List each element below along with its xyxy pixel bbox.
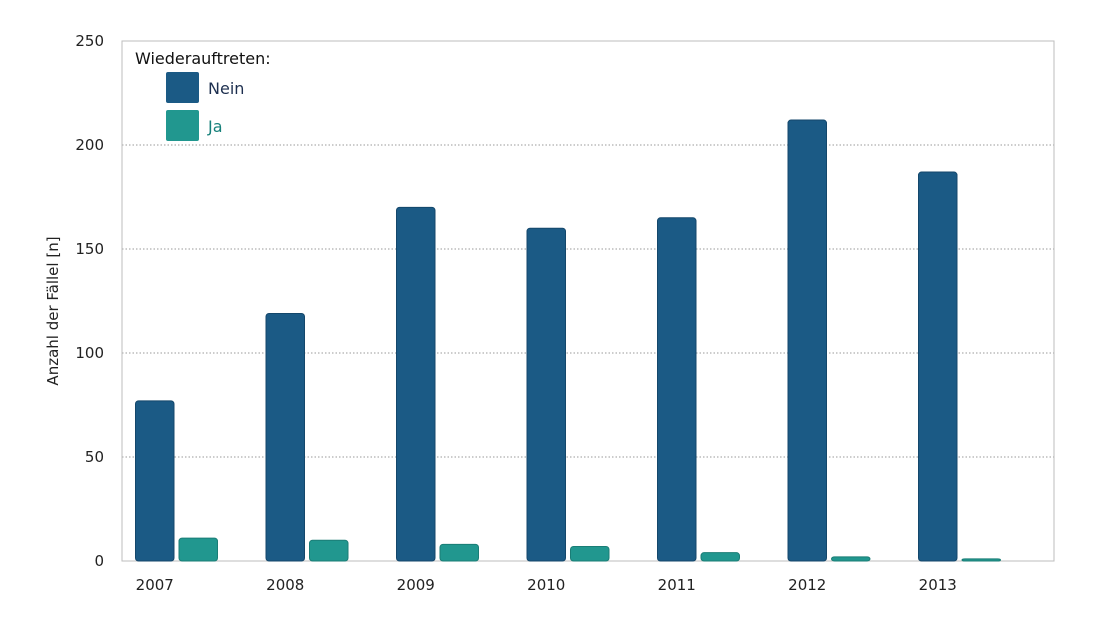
legend-label-nein: Nein [208,79,244,98]
bar-nein-2011 [657,217,697,562]
y-tick-label: 50 [85,448,104,466]
bar-nein-2008 [265,312,305,562]
bar-ja-2009 [439,543,479,562]
x-tick-label: 2010 [527,576,565,594]
bar-nein-2009 [396,206,436,562]
x-tick-label: 2013 [919,576,957,594]
bar-ja-2007 [178,537,218,562]
bars [135,119,1001,562]
bar-nein-2007 [135,400,175,562]
y-tick-label: 0 [94,552,104,570]
legend-swatch-nein [166,72,199,103]
bar-nein-2010 [526,227,566,562]
plot-border [121,40,1055,562]
y-axis: 0 50 100 150 200 250 [75,32,104,570]
y-tick-label: 200 [75,136,104,154]
legend: Wiederauftreten: Nein Ja [135,49,271,141]
y-tick-label: 250 [75,32,104,50]
bar-ja-2011 [700,552,740,562]
legend-swatch-ja [166,110,199,141]
bar-ja-2013 [961,558,1001,562]
bar-nein-2012 [787,119,827,562]
x-tick-label: 2012 [788,576,826,594]
x-tick-label: 2008 [266,576,304,594]
bar-ja-2008 [309,539,349,562]
y-tick-label: 100 [75,344,104,362]
legend-label-ja: Ja [207,117,223,136]
x-tick-label: 2011 [658,576,696,594]
gridlines [122,144,1054,458]
x-tick-label: 2007 [136,576,174,594]
legend-title: Wiederauftreten: [135,49,271,68]
y-tick-label: 150 [75,240,104,258]
bar-nein-2013 [918,171,958,562]
x-tick-label: 2009 [397,576,435,594]
y-axis-title: Anzahl der Fällel [n] [44,236,62,385]
bar-ja-2012 [831,556,871,562]
bar-ja-2010 [570,545,610,562]
